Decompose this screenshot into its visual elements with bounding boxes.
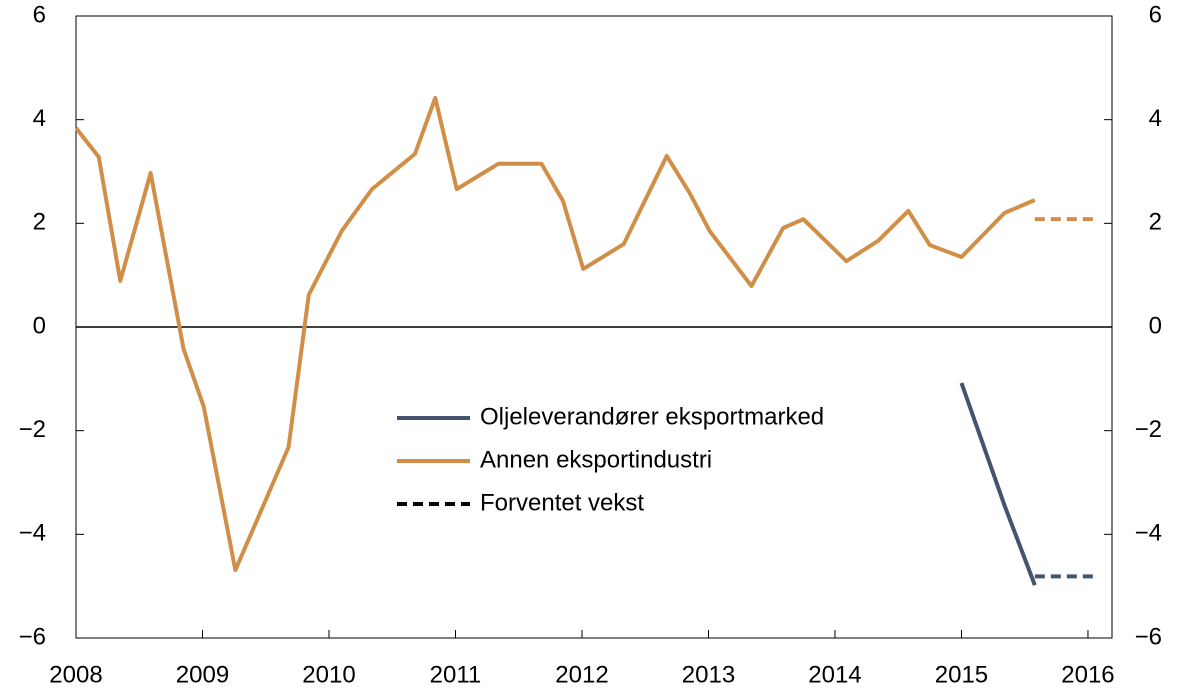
x-tick-label: 2016 [1061,661,1114,688]
y-tick-label: 4 [33,105,46,132]
y2-tick-label: 2 [1149,209,1162,236]
y-tick-label: 2 [33,209,46,236]
x-tick-label: 2009 [176,661,229,688]
y-tick-label: −4 [19,520,46,547]
y-tick-label: 0 [33,312,46,339]
series-line [74,95,1036,573]
x-tick-label: 2013 [682,661,735,688]
y2-tick-label: 0 [1149,312,1162,339]
legend-label: Oljeleverandører eksportmarked [480,403,824,430]
x-tick-label: 2012 [555,661,608,688]
y2-tick-label: 6 [1149,1,1162,28]
legend-label: Annen eksportindustri [480,446,712,473]
y2-tick-label: −4 [1135,520,1162,547]
x-tick-label: 2014 [808,661,861,688]
series-line [959,382,1037,586]
x-tick-label: 2011 [430,661,482,688]
x-tick-label: 2010 [302,661,355,688]
legend-label: Forventet vekst [480,489,644,516]
y2-tick-label: −6 [1135,623,1162,650]
y2-tick-label: 4 [1149,105,1162,132]
x-tick-label: 2015 [935,661,988,688]
y-tick-label: −2 [19,416,46,443]
y2-tick-label: −2 [1135,416,1162,443]
y-tick-label: −6 [19,623,46,650]
y-tick-label: 6 [33,1,46,28]
x-tick-label: 2008 [49,661,102,688]
